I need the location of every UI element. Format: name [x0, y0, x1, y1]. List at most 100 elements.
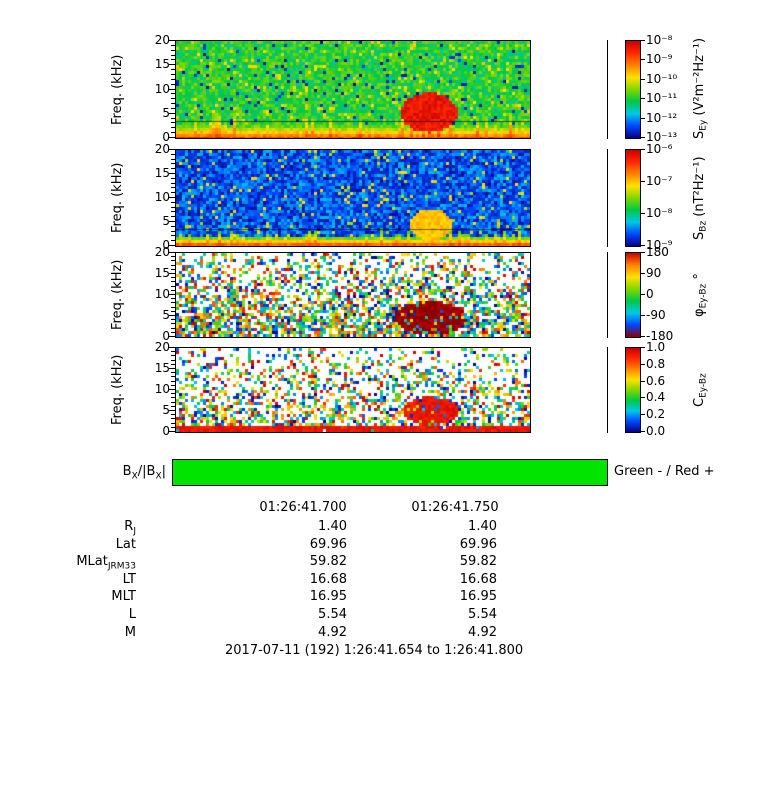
y-tick-label: 5 [162, 105, 170, 120]
caption: 2017-07-11 (192) 1:26:41.654 to 1:26:41.… [225, 643, 524, 658]
y-minor-tick-mark [171, 422, 175, 424]
y-minor-tick-mark [171, 414, 175, 416]
y-tick-label: 0 [162, 238, 170, 252]
colorbar-tick-mark [641, 363, 645, 365]
freq-axis-ticks: 0 5 10 15 20 [136, 340, 170, 438]
colorbar-tick-label: 90 [646, 266, 662, 280]
right-axis-line [607, 252, 608, 338]
colorbar-symbol: S [692, 231, 707, 240]
ephemeris-value-2: 5.54 [468, 607, 497, 622]
colorbar-coherence [625, 347, 641, 433]
ephemeris-label: L [128, 607, 136, 622]
ephemeris-value-1: 16.68 [309, 571, 347, 587]
colorbar-tick-mark [641, 315, 645, 316]
y-minor-tick-mark [171, 359, 175, 361]
y-minor-tick-mark [171, 393, 175, 395]
y-minor-tick-mark [171, 281, 175, 283]
spectrogram-phase [175, 252, 531, 338]
colorbar-tick-label: 10⁻⁹ [646, 52, 673, 67]
colorbar-ticks: 10⁻⁸ 10⁻⁹ 10⁻¹⁰ 10⁻¹¹ 10⁻¹² 10⁻¹³ [646, 33, 692, 144]
y-minor-tick-mark [171, 235, 175, 237]
y-minor-tick-mark [171, 93, 175, 95]
colorbar-tick-label: 0.8 [646, 356, 666, 371]
spectrogram-canvas [176, 41, 530, 138]
ephemeris-label: LT [122, 571, 136, 587]
y-minor-tick-mark [171, 59, 175, 61]
freq-axis-ticks: 0 5 10 15 20 [136, 245, 170, 343]
y-minor-tick-mark [171, 49, 175, 51]
y-tick-label: 5 [162, 308, 170, 322]
ephemeris-value-2: 16.68 [459, 571, 497, 587]
y-tick-label: 5 [162, 214, 170, 228]
colorbar-ticks: 10⁻⁶ 10⁻⁷ 10⁻⁸ 10⁻⁹ [646, 142, 692, 252]
freq-axis-label: Freq. (kHz) [110, 162, 125, 234]
right-axis-line [607, 40, 608, 139]
colorbar-subscript: Ey-Bz [698, 373, 709, 398]
y-minor-tick-mark [171, 187, 175, 189]
spectrogram-coherence [175, 347, 531, 433]
colorbar-label-s-ey: SEy (V²m⁻²Hz⁻¹) [692, 38, 714, 139]
y-tick-label: 10 [154, 190, 170, 204]
colorbar-phase [625, 252, 641, 338]
right-axis-line [607, 347, 608, 433]
freq-axis-label: Freq. (kHz) [110, 354, 125, 426]
colorbar-subscript: Ey-Bz [698, 283, 709, 309]
magnetic-polarity-row: BX/|BX| Green - / Red + [0, 459, 758, 486]
ephemeris-label: M [124, 624, 136, 640]
ephemeris-value-2: 4.92 [468, 624, 497, 640]
colorbar-tick-label: -90 [646, 308, 666, 322]
y-minor-tick-mark [171, 376, 175, 378]
y-minor-tick-mark [171, 158, 175, 160]
y-tick-label: 20 [154, 142, 170, 156]
y-tick-label: 20 [154, 340, 170, 354]
y-tick-label: 15 [154, 166, 170, 180]
y-minor-tick-mark [171, 260, 175, 262]
y-minor-tick-mark [171, 331, 175, 333]
y-tick-mark [169, 221, 175, 222]
ephemeris-row: M 4.92 4.92 [0, 625, 758, 642]
bx-label-part: B [122, 464, 132, 479]
colorbar-s-bz [625, 149, 641, 247]
colorbar-tick-mark [641, 149, 645, 150]
colorbar-tick-mark [641, 245, 645, 246]
right-axis-line [607, 149, 608, 247]
ephemeris-row: MLatJRM33 59.82 59.82 [0, 554, 758, 572]
y-minor-tick-mark [171, 73, 175, 75]
ephemeris-value-1: 5.54 [318, 607, 347, 622]
y-minor-tick-mark [171, 268, 175, 270]
y-tick-mark [169, 410, 175, 411]
colorbar-tick-mark [641, 294, 645, 295]
y-minor-tick-mark [171, 384, 175, 386]
y-minor-tick-mark [171, 153, 175, 155]
ephemeris-label: Lat [115, 536, 136, 552]
y-minor-tick-mark [171, 240, 175, 242]
spectrogram-canvas [176, 150, 530, 246]
y-tick-mark [169, 368, 175, 369]
ephemeris-row: RJ 1.40 1.40 [0, 519, 758, 537]
y-minor-tick-mark [171, 107, 175, 109]
bx-label-sub: X [131, 471, 138, 482]
freq-axis-ticks: 0 5 10 15 20 [136, 142, 170, 252]
colorbar-tick-mark [641, 59, 645, 61]
y-tick-label: 5 [162, 403, 170, 417]
y-minor-tick-mark [171, 418, 175, 420]
colorbar-tick-label: 10⁻¹³ [646, 130, 678, 144]
ephemeris-row: MLT 16.95 16.95 [0, 589, 758, 606]
colorbar-tick-mark [641, 380, 645, 382]
y-tick-mark [169, 315, 175, 316]
y-tick-label: 10 [154, 81, 170, 96]
y-minor-tick-mark [171, 355, 175, 357]
panel-s-bz: Freq. (kHz) 0 5 10 15 20 10⁻⁶ 10⁻⁷ 10⁻⁸ 10⁻⁹ SB… [0, 142, 758, 252]
colorbar-tick-mark [641, 273, 645, 274]
y-tick-mark [169, 112, 175, 114]
colorbar-tick-mark [641, 213, 645, 214]
colorbar-tick-label: 10⁻⁷ [646, 174, 673, 188]
ephemeris-row: Lat 69.96 69.96 [0, 537, 758, 554]
y-minor-tick-mark [171, 44, 175, 46]
colorbar-tick-mark [641, 252, 645, 253]
colorbar-tick-label: 1.0 [646, 340, 666, 354]
ephemeris-row: L 5.54 5.54 [0, 607, 758, 624]
ephemeris-value-2: 59.82 [459, 554, 497, 570]
colorbar-tick-label: 10⁻⁸ [646, 206, 673, 220]
